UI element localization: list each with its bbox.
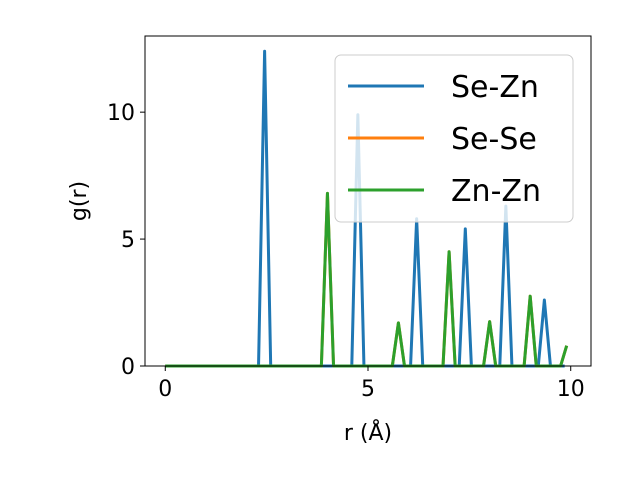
y-tick-label: 0 <box>121 355 135 380</box>
legend-label-se-zn: Se-Zn <box>451 70 539 105</box>
legend-label-zn-zn: Zn-Zn <box>451 174 541 209</box>
x-tick-label: 10 <box>557 377 585 402</box>
legend-box <box>334 54 574 223</box>
x-tick-label: 5 <box>361 377 375 402</box>
legend-label-se-se: Se-Se <box>451 122 537 157</box>
axis-ticks: 0 5 10 0 5 10 <box>107 101 585 402</box>
series-line-zn-zn <box>165 191 569 368</box>
x-axis-label: r (Å) <box>344 419 392 446</box>
y-tick-label: 5 <box>121 228 135 253</box>
x-tick-label: 0 <box>158 377 172 402</box>
legend: Se-Zn Se-Se Zn-Zn <box>334 54 574 223</box>
y-tick-label: 10 <box>107 101 135 126</box>
y-axis-label: g(r) <box>67 181 92 221</box>
